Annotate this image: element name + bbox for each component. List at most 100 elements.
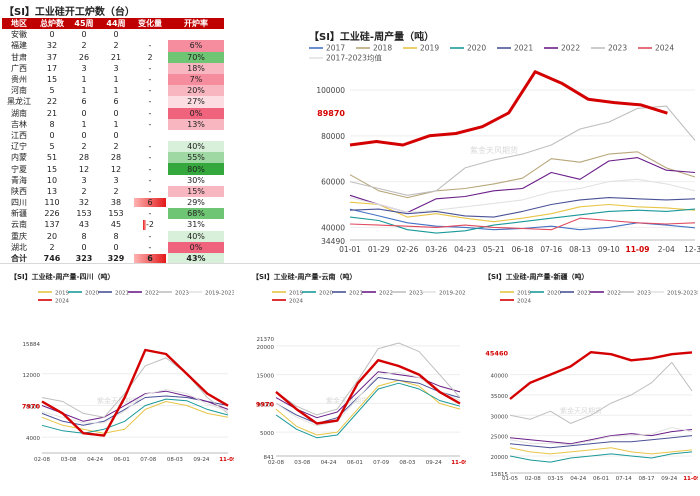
legend-label: 2024 bbox=[55, 299, 69, 305]
cell-w44: 1 bbox=[100, 85, 132, 96]
cell-region: 内蒙 bbox=[2, 152, 36, 163]
national-chart-panel: 【SI】工业硅-周产量（吨） 2017 2018 2019 2020 2021 2022 2… bbox=[305, 0, 700, 262]
cell-w45: 1 bbox=[68, 119, 100, 130]
yunnan-production-chart: 2019 2020 2021 2022 2023 2019-2023均值 2024 5000 1… bbox=[256, 289, 481, 467]
cell-text: 26 bbox=[78, 52, 90, 62]
x-tick-label: 08-03 bbox=[167, 457, 183, 463]
series-line-2020 bbox=[275, 382, 461, 439]
cell-w45: 2 bbox=[68, 186, 100, 197]
table-header-0: 地区 bbox=[2, 18, 36, 30]
min-value-label: 34490 bbox=[321, 237, 345, 246]
x-tick-label: 02-08 bbox=[525, 476, 541, 482]
cell-text: 1 bbox=[113, 119, 119, 129]
national-production-chart: 2017 2018 2019 2020 2021 2022 2023 2024 2017-202… bbox=[309, 44, 700, 254]
cell-text: 13% bbox=[187, 119, 205, 129]
furnace-table-panel: 【SI】工业硅开工炉数（台） 地区 总炉数 45周 44周 变化量 开炉率 安徽 0 0 0 福建… bbox=[0, 0, 300, 265]
cell-text: 重庆 bbox=[11, 231, 27, 241]
cell-w45: 28 bbox=[68, 152, 100, 163]
cell-text: 1 bbox=[81, 86, 87, 96]
table-row: 福建 32 2 2 - 6% bbox=[2, 40, 224, 52]
cell-region: 广西 bbox=[2, 63, 36, 74]
table-row: 青海 10 3 3 - 30% bbox=[2, 174, 224, 186]
cell-text: 12 bbox=[110, 164, 122, 174]
cell-text: 合计 bbox=[11, 254, 27, 264]
cell-w45: 6 bbox=[68, 96, 100, 107]
cell-change bbox=[132, 130, 168, 141]
legend-label: 2020 bbox=[85, 291, 99, 297]
cell-text: - bbox=[148, 153, 152, 163]
cell-text: 20 bbox=[46, 231, 58, 241]
cell-w45: 0 bbox=[68, 108, 100, 119]
cell-text: 宁夏 bbox=[11, 164, 27, 174]
x-tick-label: 02-08 bbox=[34, 457, 50, 463]
cell-text: 153 bbox=[76, 209, 92, 219]
cell-text: 137 bbox=[44, 220, 60, 230]
cell-change: - bbox=[132, 74, 168, 85]
sichuan-production-chart: 2019 2020 2021 2022 2023 2019-2023均值 2024 4000 8… bbox=[22, 289, 247, 464]
cell-change bbox=[132, 29, 168, 40]
cell-text: 0 bbox=[113, 242, 119, 252]
x-tick-label: 11-09 bbox=[451, 460, 466, 466]
cell-rate: 0% bbox=[168, 107, 224, 119]
cell-text: 0 bbox=[81, 108, 87, 118]
cell-text: - bbox=[148, 63, 152, 73]
cell-region: 宁夏 bbox=[2, 163, 36, 174]
bottom-value-label: 841 bbox=[264, 455, 275, 461]
cell-text: 四川 bbox=[11, 198, 27, 208]
cell-text: 云南 bbox=[11, 220, 27, 230]
table-header-5: 开炉率 bbox=[168, 18, 224, 30]
cell-rate bbox=[168, 29, 224, 40]
table-row: 新疆 226 153 153 - 68% bbox=[2, 208, 224, 220]
cell-text: 27% bbox=[187, 97, 205, 107]
watermark: 紫金天风期货 bbox=[97, 396, 139, 405]
cell-text: 2 bbox=[49, 242, 55, 252]
series-line-2017 bbox=[349, 208, 696, 231]
y-tick-label: 8000 bbox=[26, 404, 40, 410]
cell-w44: 1 bbox=[100, 119, 132, 130]
cell-total: 22 bbox=[36, 96, 68, 107]
cell-text: 2 bbox=[113, 142, 119, 152]
x-tick-label: 07-08 bbox=[140, 457, 156, 463]
top-value-label: 15884 bbox=[23, 342, 41, 348]
legend-label: 2019 bbox=[517, 291, 531, 297]
cell-total: 0 bbox=[36, 130, 68, 141]
xinjiang-chart-title: 【SI】工业硅-周产量-新疆（吨） bbox=[484, 273, 589, 281]
cell-region: 安徽 bbox=[2, 29, 36, 40]
cell-text: 17 bbox=[46, 63, 58, 73]
legend-label: 2023 bbox=[637, 291, 651, 297]
cell-text: 甘肃 bbox=[11, 52, 27, 62]
xinjiang-production-chart: 2019 2020 2021 2022 2023 2019-2023均值 2024 20000… bbox=[485, 289, 700, 483]
series-line-2019 bbox=[509, 447, 693, 455]
x-tick-label: 09-10 bbox=[598, 245, 620, 254]
cell-change: 2 bbox=[132, 52, 168, 63]
cell-change: - bbox=[132, 242, 168, 253]
cell-text: 70% bbox=[187, 52, 205, 62]
cell-w44: 2 bbox=[100, 40, 132, 51]
latest-value-label: 7970 bbox=[22, 403, 41, 411]
cell-text: 湖南 bbox=[11, 108, 27, 118]
cell-text: 贵州 bbox=[11, 75, 27, 85]
cell-rate: 55% bbox=[168, 152, 224, 164]
cell-text: - bbox=[148, 86, 152, 96]
y-tick-label: 80000 bbox=[321, 132, 345, 141]
cell-region: 合计 bbox=[2, 253, 36, 264]
cell-w45: 3 bbox=[68, 63, 100, 74]
cell-text: 21 bbox=[110, 52, 122, 62]
cell-total: 37 bbox=[36, 52, 68, 63]
legend-label: 2018 bbox=[373, 44, 392, 53]
cell-change: - bbox=[132, 63, 168, 74]
cell-text: 323 bbox=[75, 254, 93, 264]
cell-text: 40% bbox=[187, 231, 205, 241]
cell-total: 746 bbox=[36, 253, 68, 264]
legend-label: 2020 bbox=[547, 291, 561, 297]
cell-text: - bbox=[148, 231, 152, 241]
cell-w45: 43 bbox=[68, 219, 100, 230]
legend-label: 2021 bbox=[514, 44, 533, 53]
cell-change: - bbox=[132, 163, 168, 174]
change-bar bbox=[142, 220, 146, 230]
cell-text: 3 bbox=[113, 63, 119, 73]
legend-label: 2017 bbox=[326, 44, 345, 53]
legend-label: 2023 bbox=[608, 44, 627, 53]
y-tick-label: 20000 bbox=[257, 345, 275, 351]
cell-text: 21 bbox=[46, 108, 58, 118]
